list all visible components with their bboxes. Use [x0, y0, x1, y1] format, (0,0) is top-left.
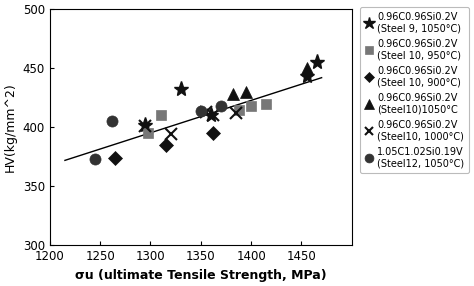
Legend: 0.96C0.96Si0.2V
(Steel 9, 1050°C), 0.96C0.96Si0.2V
(Steel 10, 950°C), 0.96C0.96S: 0.96C0.96Si0.2V (Steel 9, 1050°C), 0.96C…: [360, 7, 469, 173]
Y-axis label: HV(kg/mm^2): HV(kg/mm^2): [4, 82, 17, 172]
X-axis label: σu (ultimate Tensile Strength, MPa): σu (ultimate Tensile Strength, MPa): [75, 269, 327, 282]
